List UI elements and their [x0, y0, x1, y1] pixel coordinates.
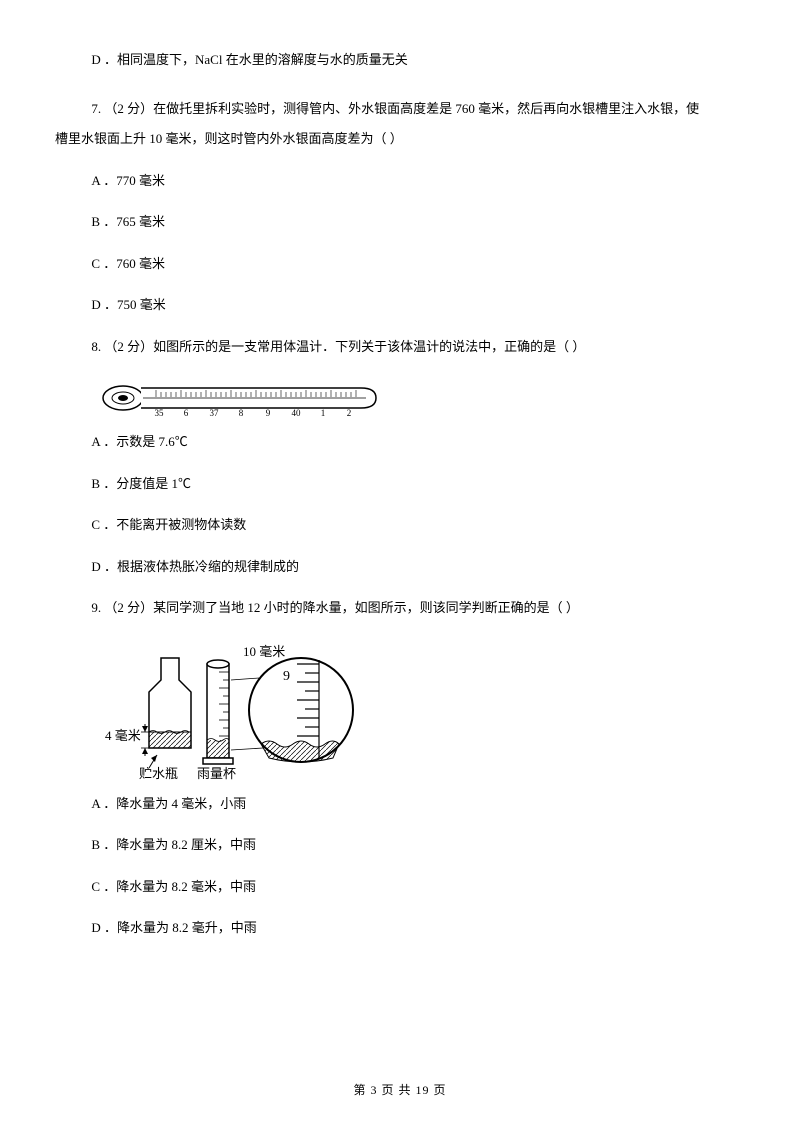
thermo-tick-40: 40: [292, 408, 302, 418]
q9-option-c: C ．降水量为 8.2 毫米，中雨: [55, 877, 745, 897]
thermo-tick-6: 6: [184, 408, 189, 418]
thermo-tick-35: 35: [155, 408, 165, 418]
q8-option-c: C ．不能离开被测物体读数: [55, 515, 745, 535]
page-content: D ．相同温度下，NaCl 在水里的溶解度与水的质量无关 7. （2 分）在做托…: [0, 0, 800, 938]
q9-option-d: D ．降水量为 8.2 毫升，中雨: [55, 918, 745, 938]
rain-gauge-svg: 4 毫米 贮水瓶: [101, 640, 361, 780]
q7-option-a: A ．770 毫米: [55, 171, 745, 191]
q9-stem: 9. （2 分）某同学测了当地 12 小时的降水量，如图所示，则该同学判断正确的…: [55, 598, 745, 618]
q8-option-d: D ．根据液体热胀冷缩的规律制成的: [55, 557, 745, 577]
q7-option-c: C ．760 毫米: [55, 254, 745, 274]
thermometer-figure: 35 6 37 8 9 40 1 2: [101, 378, 381, 418]
thermo-tick-37: 37: [210, 408, 220, 418]
label-cup: 雨量杯: [197, 766, 236, 780]
q6-option-d: D ．相同温度下，NaCl 在水里的溶解度与水的质量无关: [55, 50, 745, 70]
q7-option-b: B ．765 毫米: [55, 212, 745, 232]
rain-gauge-figure: 4 毫米 贮水瓶: [101, 640, 361, 780]
thermometer-svg: 35 6 37 8 9 40 1 2: [101, 378, 381, 418]
thermo-tick-2: 2: [347, 408, 352, 418]
thermo-tick-1: 1: [321, 408, 326, 418]
q9-option-a: A ．降水量为 4 毫米，小雨: [55, 794, 745, 814]
thermo-tick-9: 9: [266, 408, 271, 418]
q7-option-d: D ．750 毫米: [55, 295, 745, 315]
q8-option-a: A ．示数是 7.6℃: [55, 432, 745, 452]
q7: 7. （2 分）在做托里拆利实验时，测得管内、外水银面高度差是 760 毫米，然…: [55, 92, 745, 149]
label-10mm: 10 毫米: [243, 644, 285, 659]
page-footer: 第 3 页 共 19 页: [0, 1081, 800, 1098]
q9-option-b: B ．降水量为 8.2 厘米，中雨: [55, 835, 745, 855]
label-bottle: 贮水瓶: [139, 766, 178, 780]
q8-option-b: B ．分度值是 1℃: [55, 474, 745, 494]
label-4mm: 4 毫米: [105, 728, 141, 743]
thermo-tick-8: 8: [239, 408, 244, 418]
q7-stem-line1: 7. （2 分）在做托里拆利实验时，测得管内、外水银面高度差是 760 毫米，然…: [55, 92, 745, 126]
label-9: 9: [283, 669, 290, 684]
q7-stem-line2: 槽里水银面上升 10 毫米，则这时管内外水银面高度差为（ ）: [55, 129, 745, 149]
q8-stem: 8. （2 分）如图所示的是一支常用体温计．下列关于该体温计的说法中，正确的是（…: [55, 337, 745, 357]
